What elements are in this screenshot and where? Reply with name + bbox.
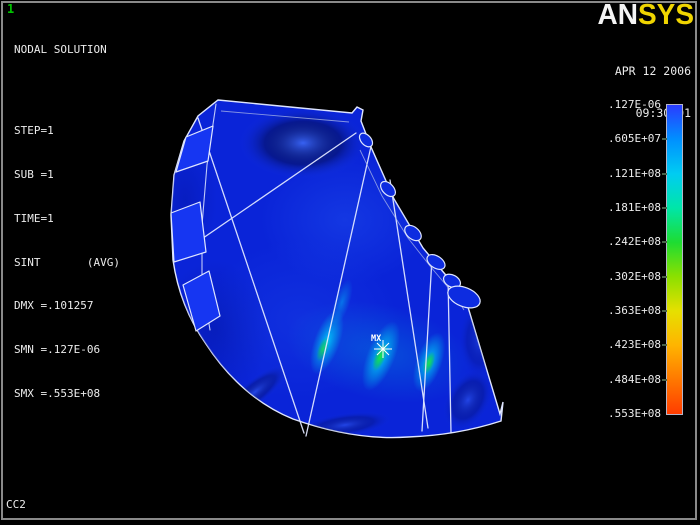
legend-label: .423E+08 xyxy=(608,338,661,351)
logo-text-sys: SYS xyxy=(637,0,694,31)
legend-label: .127E-06 xyxy=(608,98,661,111)
ansys-logo: ANSYS xyxy=(598,0,694,30)
outer-pads xyxy=(170,125,221,332)
legend-label: .363E+08 xyxy=(608,304,661,317)
max-marker-label: MX xyxy=(371,334,381,344)
legend-label: .605E+07 xyxy=(608,132,661,145)
legend-label: .553E+08 xyxy=(608,407,661,420)
info-line: SINT (AVG) xyxy=(14,255,120,269)
contour-shading xyxy=(171,107,502,438)
info-line: TIME=1 xyxy=(14,211,54,225)
solution-info-block: NODAL SOLUTION STEP=1 SUB =1 TIME=1 SINT… xyxy=(14,14,120,431)
legend-label: .181E+08 xyxy=(608,201,661,214)
pad xyxy=(182,270,221,332)
info-line: SUB =1 xyxy=(14,167,54,181)
info-line: SMN =.127E-06 xyxy=(14,343,101,357)
contour-legend-bar xyxy=(666,104,683,415)
date-label: APR 12 2006 xyxy=(614,64,691,78)
fea-model: MX xyxy=(170,99,504,439)
pad xyxy=(170,201,207,263)
legend-label: .121E+08 xyxy=(608,167,661,180)
inner-rollers xyxy=(358,132,481,309)
info-line: NODAL SOLUTION xyxy=(14,43,107,57)
plot-number: 1 xyxy=(7,2,15,16)
component-label: CC2 xyxy=(6,498,26,511)
legend-label: .242E+08 xyxy=(608,235,661,248)
info-line: STEP=1 xyxy=(14,124,54,138)
legend-label: .302E+08 xyxy=(608,270,661,283)
legend-label: .484E+08 xyxy=(608,373,661,386)
max-stress-marker: MX xyxy=(371,334,392,358)
pad xyxy=(175,125,214,173)
info-line: DMX =.101257 xyxy=(14,299,94,313)
logo-text-an: AN xyxy=(597,0,638,31)
info-gap xyxy=(14,87,120,95)
info-line: SMX =.553E+08 xyxy=(14,386,101,400)
